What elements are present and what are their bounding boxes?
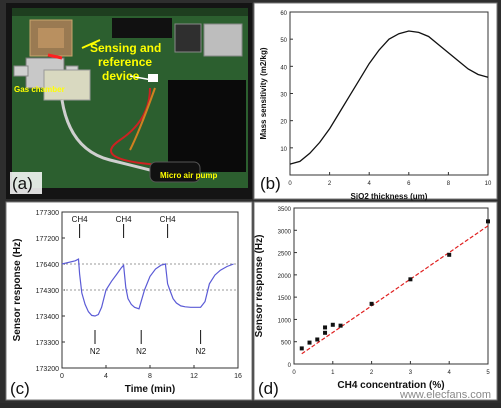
gas-chamber-arrow [47,53,63,60]
pump-wire-arrow [129,75,153,81]
panel-c-annotation-label: N2 [195,347,206,356]
watermark: www.elecfans.com [399,389,491,401]
panel-b-ytick-label: 60 [280,11,287,17]
panel-c-xtick-label: 0 [60,373,64,380]
panel-a-photo: Sensing and reference device Gas chamber… [6,3,252,199]
red-wire [110,87,161,166]
panel-b-ytick-label: 10 [280,147,287,153]
panel-c-ytick-label: 173200 [36,366,59,373]
panel-d-ytick-label: 3000 [278,229,292,235]
panel-c-label: (c) [10,379,30,398]
panel-c-annotation-label: CH4 [72,215,89,224]
panel-a-label: (a) [12,174,33,193]
panel-d-data-point [307,340,312,345]
panel-d-xtick-label: 4 [448,370,452,376]
panel-b-ytick-label: 30 [280,93,287,99]
panel-c-annotation-label: CH4 [160,215,177,224]
panel-d-xtick-label: 3 [409,370,413,376]
chamber-cable [43,69,91,101]
panel-d-data-point [447,252,452,257]
connector-block [174,23,202,53]
panel-d-xtick-label: 1 [331,370,335,376]
panel-b-xtick-label: 4 [368,181,372,187]
annotation-micro-air-pump: Micro air pump [160,171,217,180]
panel-c-ytick-label: 173300 [36,340,59,347]
panel-c-xtick-label: 16 [234,373,242,380]
panel-d-ytick-label: 0 [288,363,292,369]
gas-inlet [13,65,29,77]
panel-b-xtick-label: 0 [288,181,292,187]
panel-d-ylabel: Sensor response (Hz) [254,235,265,338]
micro-air-pump [149,161,201,183]
panel-c-series-line [61,258,234,317]
panel-d-data-point [486,219,490,224]
panel-d-data-point [338,323,343,328]
panel-b-ytick-label: 40 [280,65,287,71]
panel-d-label: (d) [258,379,279,398]
board-edge [12,8,248,16]
panel-c-xtick-label: 4 [104,373,108,380]
panel-c-ytick-label: 177300 [36,210,59,217]
panel-d-fit-line [301,225,489,355]
panel-c-annotation-label: N2 [136,347,147,356]
panel-d-xtick-label: 2 [370,370,374,376]
heat-sink [168,80,246,172]
panel-d-xtick-label: 5 [486,370,490,376]
panel-c-annotation-label: CH4 [116,215,133,224]
sensing-device-arrow [81,39,101,49]
panel-d-data-point [330,322,335,327]
panel-b-series-line [289,30,489,165]
panel-d-ytick-label: 500 [281,341,292,347]
panel-d-data-point [299,346,304,351]
panel-b-xtick-label: 10 [485,181,492,187]
panel-d-ytick-label: 1000 [278,318,292,324]
panel-b-xtick-label: 6 [407,181,411,187]
panel-b-xlabel: SiO2 thickness (um) [351,192,428,201]
annotation-sensing: Sensing and [90,41,161,55]
panel-d-data-point [323,325,328,330]
annotation-gas-chamber: Gas chamber [14,85,65,94]
panel-d-xtick-label: 0 [292,370,296,376]
orange-wire [129,87,156,151]
panel-b-ytick-label: 50 [280,38,287,44]
panel-a-label-bg [10,172,42,194]
annotation-device: device [102,69,140,83]
panel-c-chart: 0 4 8 12 16 173200 173300 173400 174300 176400 177… [12,210,242,395]
panel-d-xlabel: CH4 concentration (%) [337,380,444,391]
panel-b-xtick-label: 2 [328,181,332,187]
panel-d-data-point [323,330,328,335]
panel-d-ytick-label: 1500 [278,296,292,302]
panel-b-ytick-label: 20 [280,120,287,126]
panel-c-ytick-label: 173400 [36,314,59,321]
panel-d-data-point [369,301,374,306]
panel-b-xtick-label: 8 [447,181,451,187]
panel-b-frame [253,2,498,200]
panel-c-ytick-label: 177200 [36,236,59,243]
panel-c-xtick-label: 8 [148,373,152,380]
annotation-reference: reference [98,55,152,69]
panel-d-plot-frame [293,207,489,365]
panel-b-chart: 02468100102030405060SiO2 thickness (um)M… [259,11,492,201]
panel-c-ylabel: Sensor response (Hz) [12,239,23,342]
panel-d-chart: 0 1 2 3 4 5 0 500 1000 1500 2000 2500 3000 3500 CH4 co… [254,207,490,391]
panel-d-ytick-label: 3500 [278,207,292,213]
panel-d-ytick-label: 2500 [278,252,292,258]
panel-c-ytick-label: 176400 [36,262,59,269]
panel-d-data-point [408,277,413,282]
panel-d-ytick-label: 2000 [278,274,292,280]
panel-c-annotation-label: N2 [90,347,101,356]
panel-b-label-bg [258,172,288,194]
panel-c-xlabel: Time (min) [125,384,175,395]
usb-connector [203,23,243,57]
panel-c-xtick-label: 12 [190,373,198,380]
pump-connector [148,74,158,82]
panel-b-ylabel: Mass sensitivity (m2/kg) [259,47,268,139]
display-module [112,18,172,38]
panel-d-data-point [315,337,320,342]
panel-c-ytick-label: 174300 [36,288,59,295]
sensor-chip-die [38,28,64,48]
panel-b-label: (b) [260,174,281,193]
